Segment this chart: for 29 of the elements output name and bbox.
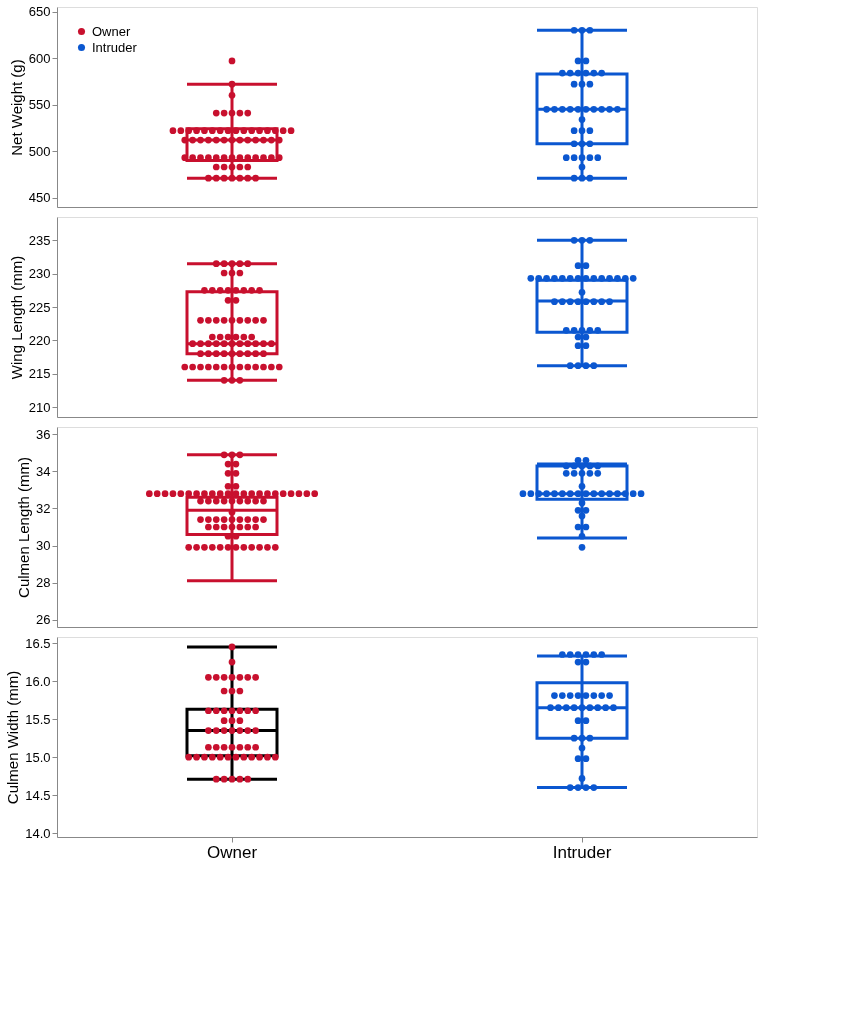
y-tick-label: 220 — [28, 332, 51, 348]
y-tick-label: 450 — [28, 190, 51, 206]
y-tick-label: 15.0 — [25, 749, 51, 765]
y-tick-label: 16.5 — [25, 635, 51, 651]
y-axis-title: Culmen Length (mm) — [15, 457, 33, 598]
legend-label: Owner — [92, 23, 131, 39]
y-tick-label: 26 — [36, 612, 51, 628]
y-tick-label: 235 — [28, 232, 51, 248]
y-tick-label: 34 — [36, 463, 51, 479]
legend-label: Intruder — [92, 39, 138, 55]
y-axis-title: Wing Length (mm) — [7, 255, 25, 380]
y-tick-label: 30 — [36, 538, 51, 554]
y-tick-label: 650 — [28, 4, 51, 20]
y-tick-label: 14.0 — [25, 825, 51, 841]
y-tick-label: 600 — [28, 50, 51, 66]
y-tick-label: 28 — [36, 575, 51, 591]
y-tick-label: 210 — [28, 399, 51, 415]
y-tick-label: 15.5 — [25, 711, 51, 727]
y-tick-label: 500 — [28, 143, 51, 159]
y-axis-title: Culmen Width (mm) — [4, 670, 22, 805]
y-tick-label: 230 — [28, 266, 51, 282]
y-tick-label: 36 — [36, 426, 51, 442]
y-axis-title: Net Weight (g) — [7, 59, 25, 156]
y-tick-label: 32 — [36, 500, 51, 516]
y-tick-label: 550 — [28, 97, 51, 113]
y-tick-label: 16.0 — [25, 673, 51, 689]
y-tick-label: 14.5 — [25, 787, 51, 803]
y-tick-label: 215 — [28, 366, 51, 382]
y-tick-label: 225 — [28, 299, 51, 315]
